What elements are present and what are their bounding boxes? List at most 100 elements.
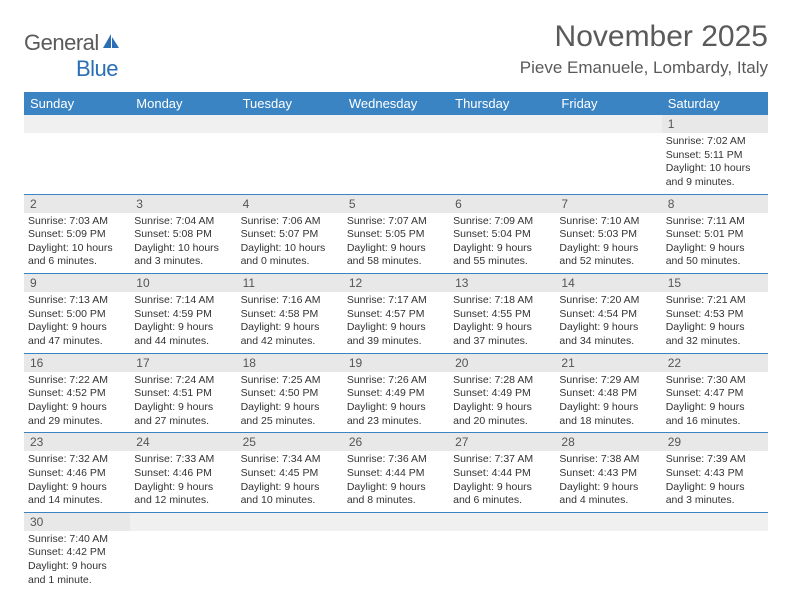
sunrise-text: Sunrise: 7:38 AM	[559, 453, 657, 467]
content-row: Sunrise: 7:32 AMSunset: 4:46 PMDaylight:…	[24, 451, 768, 512]
day-number: 29	[662, 433, 768, 451]
day-cell: Sunrise: 7:26 AMSunset: 4:49 PMDaylight:…	[343, 372, 449, 433]
day-number: 21	[555, 354, 661, 372]
daylight-text: Daylight: 10 hours and 3 minutes.	[134, 242, 232, 269]
day-cell	[130, 531, 236, 592]
day-number: 18	[237, 354, 343, 372]
day-number	[343, 115, 449, 133]
sunrise-text: Sunrise: 7:04 AM	[134, 215, 232, 229]
day-cell: Sunrise: 7:29 AMSunset: 4:48 PMDaylight:…	[555, 372, 661, 433]
day-cell: Sunrise: 7:21 AMSunset: 4:53 PMDaylight:…	[662, 292, 768, 353]
day-cell	[237, 133, 343, 194]
day-cell: Sunrise: 7:18 AMSunset: 4:55 PMDaylight:…	[449, 292, 555, 353]
sunrise-text: Sunrise: 7:36 AM	[347, 453, 445, 467]
sunset-text: Sunset: 4:59 PM	[134, 308, 232, 322]
daylight-text: Daylight: 9 hours and 1 minute.	[28, 560, 126, 587]
day-number: 2	[24, 195, 130, 213]
sunrise-text: Sunrise: 7:22 AM	[28, 374, 126, 388]
content-row: Sunrise: 7:13 AMSunset: 5:00 PMDaylight:…	[24, 292, 768, 353]
day-cell: Sunrise: 7:13 AMSunset: 5:00 PMDaylight:…	[24, 292, 130, 353]
day-cell: Sunrise: 7:17 AMSunset: 4:57 PMDaylight:…	[343, 292, 449, 353]
day-number	[130, 513, 236, 531]
sunset-text: Sunset: 4:58 PM	[241, 308, 339, 322]
day-number: 22	[662, 354, 768, 372]
daylight-text: Daylight: 10 hours and 9 minutes.	[666, 162, 764, 189]
day-cell: Sunrise: 7:03 AMSunset: 5:09 PMDaylight:…	[24, 213, 130, 274]
sunrise-text: Sunrise: 7:39 AM	[666, 453, 764, 467]
logo-text-2: Blue	[76, 56, 118, 81]
day-cell: Sunrise: 7:28 AMSunset: 4:49 PMDaylight:…	[449, 372, 555, 433]
day-number: 26	[343, 433, 449, 451]
week-block: 2345678Sunrise: 7:03 AMSunset: 5:09 PMDa…	[24, 195, 768, 275]
day-number	[343, 513, 449, 531]
sunrise-text: Sunrise: 7:03 AM	[28, 215, 126, 229]
daynum-row: 30	[24, 513, 768, 531]
sunrise-text: Sunrise: 7:11 AM	[666, 215, 764, 229]
sunrise-text: Sunrise: 7:17 AM	[347, 294, 445, 308]
daylight-text: Daylight: 9 hours and 23 minutes.	[347, 401, 445, 428]
sunrise-text: Sunrise: 7:33 AM	[134, 453, 232, 467]
day-cell	[555, 133, 661, 194]
daylight-text: Daylight: 9 hours and 18 minutes.	[559, 401, 657, 428]
sunset-text: Sunset: 5:00 PM	[28, 308, 126, 322]
day-header: Thursday	[449, 92, 555, 115]
day-number	[555, 115, 661, 133]
day-cell	[24, 133, 130, 194]
sunset-text: Sunset: 4:51 PM	[134, 387, 232, 401]
day-cell: Sunrise: 7:37 AMSunset: 4:44 PMDaylight:…	[449, 451, 555, 512]
sunrise-text: Sunrise: 7:40 AM	[28, 533, 126, 547]
sunrise-text: Sunrise: 7:07 AM	[347, 215, 445, 229]
sunrise-text: Sunrise: 7:34 AM	[241, 453, 339, 467]
sunset-text: Sunset: 4:55 PM	[453, 308, 551, 322]
sunrise-text: Sunrise: 7:25 AM	[241, 374, 339, 388]
daylight-text: Daylight: 9 hours and 20 minutes.	[453, 401, 551, 428]
sunset-text: Sunset: 5:07 PM	[241, 228, 339, 242]
daylight-text: Daylight: 9 hours and 52 minutes.	[559, 242, 657, 269]
daylight-text: Daylight: 9 hours and 14 minutes.	[28, 481, 126, 508]
sunrise-text: Sunrise: 7:21 AM	[666, 294, 764, 308]
title-block: November 2025 Pieve Emanuele, Lombardy, …	[520, 20, 768, 78]
logo-text: GeneralBlue	[24, 30, 122, 82]
daylight-text: Daylight: 9 hours and 42 minutes.	[241, 321, 339, 348]
sunset-text: Sunset: 5:08 PM	[134, 228, 232, 242]
sunset-text: Sunset: 4:49 PM	[347, 387, 445, 401]
sunrise-text: Sunrise: 7:13 AM	[28, 294, 126, 308]
daylight-text: Daylight: 9 hours and 34 minutes.	[559, 321, 657, 348]
daylight-text: Daylight: 9 hours and 50 minutes.	[666, 242, 764, 269]
day-header: Tuesday	[237, 92, 343, 115]
daylight-text: Daylight: 9 hours and 4 minutes.	[559, 481, 657, 508]
sunset-text: Sunset: 5:01 PM	[666, 228, 764, 242]
content-row: Sunrise: 7:22 AMSunset: 4:52 PMDaylight:…	[24, 372, 768, 433]
daynum-row: 23242526272829	[24, 433, 768, 451]
day-cell: Sunrise: 7:34 AMSunset: 4:45 PMDaylight:…	[237, 451, 343, 512]
sunrise-text: Sunrise: 7:14 AM	[134, 294, 232, 308]
daylight-text: Daylight: 9 hours and 27 minutes.	[134, 401, 232, 428]
day-header: Wednesday	[343, 92, 449, 115]
day-cell	[343, 133, 449, 194]
sunset-text: Sunset: 4:47 PM	[666, 387, 764, 401]
sunrise-text: Sunrise: 7:26 AM	[347, 374, 445, 388]
daylight-text: Daylight: 9 hours and 8 minutes.	[347, 481, 445, 508]
day-number: 6	[449, 195, 555, 213]
day-cell: Sunrise: 7:40 AMSunset: 4:42 PMDaylight:…	[24, 531, 130, 592]
day-cell	[130, 133, 236, 194]
sunrise-text: Sunrise: 7:32 AM	[28, 453, 126, 467]
sunset-text: Sunset: 4:46 PM	[28, 467, 126, 481]
day-cell	[449, 133, 555, 194]
sunset-text: Sunset: 4:53 PM	[666, 308, 764, 322]
day-number: 3	[130, 195, 236, 213]
daylight-text: Daylight: 9 hours and 10 minutes.	[241, 481, 339, 508]
daylight-text: Daylight: 9 hours and 25 minutes.	[241, 401, 339, 428]
day-number: 30	[24, 513, 130, 531]
sunset-text: Sunset: 4:49 PM	[453, 387, 551, 401]
day-cell: Sunrise: 7:09 AMSunset: 5:04 PMDaylight:…	[449, 213, 555, 274]
day-cell	[343, 531, 449, 592]
day-cell: Sunrise: 7:16 AMSunset: 4:58 PMDaylight:…	[237, 292, 343, 353]
day-number: 23	[24, 433, 130, 451]
day-cell	[555, 531, 661, 592]
calendar-header-row: SundayMondayTuesdayWednesdayThursdayFrid…	[24, 92, 768, 115]
content-row: Sunrise: 7:03 AMSunset: 5:09 PMDaylight:…	[24, 213, 768, 274]
sunset-text: Sunset: 4:57 PM	[347, 308, 445, 322]
day-number: 17	[130, 354, 236, 372]
daylight-text: Daylight: 9 hours and 47 minutes.	[28, 321, 126, 348]
